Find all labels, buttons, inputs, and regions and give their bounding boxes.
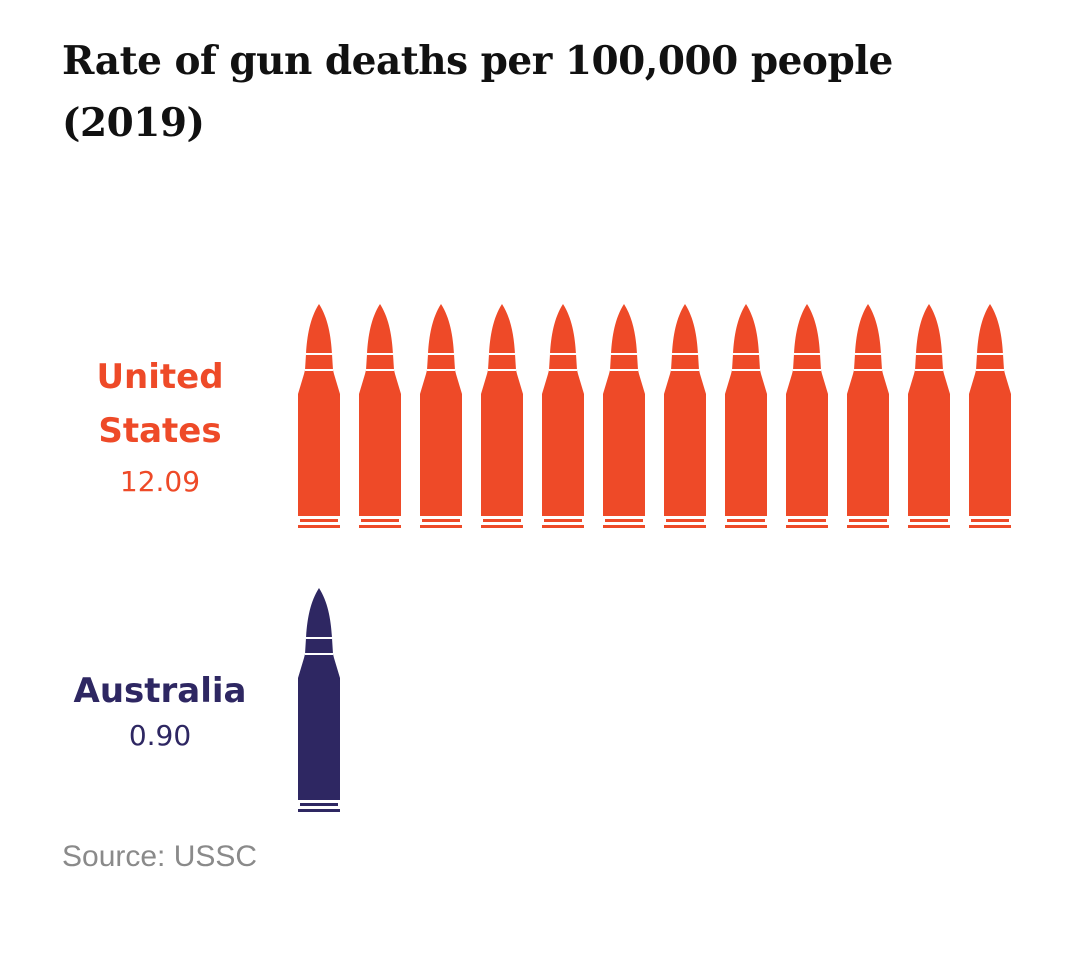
us-bullet-12 [969,304,1011,528]
au-country-label: Australia [73,671,247,711]
us-bullet-8 [725,304,767,528]
au-bullet-1 [298,588,340,812]
au-value-label: 0.90 [128,719,192,752]
us-bullet-11 [908,304,950,528]
chart-title: Rate of gun deaths per 100,000 people (2… [62,38,893,146]
us-value-label: 12.09 [119,465,201,498]
us-bullet-2 [359,304,401,528]
us-bullet-7 [664,304,706,528]
us-bullet-6 [603,304,645,528]
us-bullet-1 [298,304,340,528]
us-bullet-5 [542,304,584,528]
us-bullet-9 [786,304,828,528]
us-bullet-10 [847,304,889,528]
us-label-line-2: States [98,411,222,451]
us-bullet-3 [420,304,462,528]
us-label-line-1: United [96,357,224,397]
us-bullet-4 [481,304,523,528]
us-country-label: United States [60,350,260,458]
source-note: Source: USSC [62,840,258,873]
